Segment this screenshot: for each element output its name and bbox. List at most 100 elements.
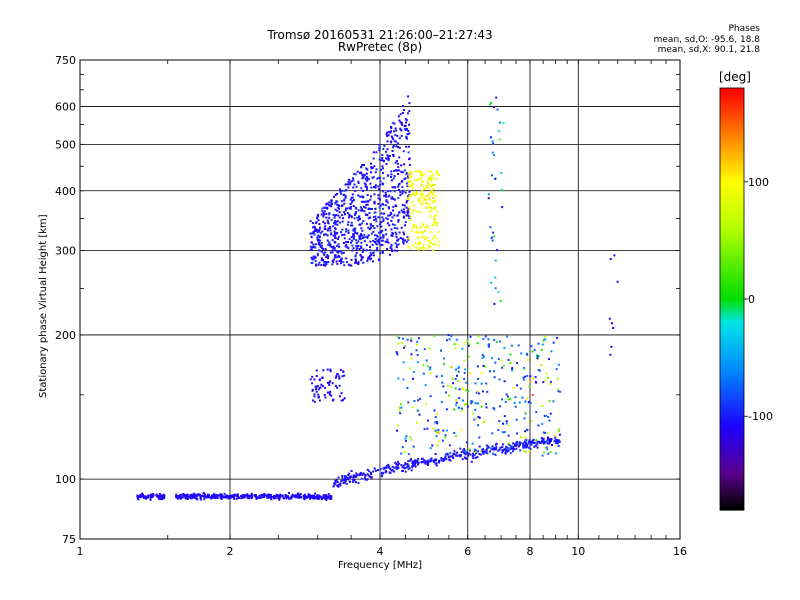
data-point bbox=[524, 400, 527, 403]
colorbar-segment bbox=[720, 380, 744, 384]
data-point bbox=[354, 260, 357, 263]
data-point bbox=[380, 239, 383, 242]
data-point bbox=[457, 367, 460, 369]
data-point bbox=[406, 463, 409, 465]
data-point bbox=[401, 189, 404, 192]
data-point bbox=[410, 353, 413, 356]
data-point bbox=[374, 217, 377, 220]
colorbar-segment bbox=[720, 175, 744, 180]
data-point bbox=[435, 214, 438, 217]
data-point bbox=[410, 184, 413, 187]
data-point bbox=[405, 214, 408, 217]
data-point bbox=[427, 178, 430, 181]
data-point bbox=[402, 215, 405, 218]
data-point bbox=[385, 133, 388, 136]
data-point bbox=[406, 128, 408, 130]
data-point bbox=[370, 167, 373, 170]
data-point bbox=[433, 460, 435, 463]
data-point bbox=[323, 495, 325, 498]
data-point bbox=[476, 402, 479, 405]
data-point bbox=[454, 377, 457, 380]
data-point bbox=[526, 428, 529, 431]
colorbar-segment bbox=[720, 187, 744, 192]
data-point bbox=[250, 492, 253, 495]
data-point bbox=[313, 497, 316, 500]
data-point bbox=[136, 497, 139, 499]
data-point bbox=[495, 446, 498, 449]
data-point bbox=[335, 375, 338, 378]
data-point bbox=[389, 190, 392, 193]
data-point bbox=[360, 241, 363, 244]
colorbar-segment bbox=[720, 247, 744, 252]
data-point bbox=[418, 211, 421, 213]
data-point bbox=[505, 420, 508, 423]
data-point bbox=[408, 217, 411, 219]
data-point bbox=[372, 151, 375, 154]
colorbar-segment bbox=[720, 341, 744, 345]
data-point bbox=[415, 225, 418, 228]
data-point bbox=[515, 444, 518, 447]
data-point bbox=[213, 493, 215, 496]
data-point bbox=[362, 189, 364, 192]
data-point bbox=[323, 254, 326, 256]
data-point bbox=[611, 322, 613, 325]
data-point bbox=[320, 264, 323, 266]
data-point bbox=[308, 496, 311, 499]
colorbar-segment bbox=[720, 470, 744, 475]
data-point bbox=[544, 338, 547, 341]
colorbar-segment bbox=[720, 335, 744, 339]
data-point bbox=[331, 239, 334, 242]
data-point bbox=[419, 241, 422, 244]
data-point bbox=[415, 246, 418, 249]
colorbar-segment bbox=[720, 232, 744, 237]
colorbar-segment bbox=[720, 323, 744, 327]
data-point bbox=[278, 498, 281, 501]
data-point bbox=[396, 227, 399, 230]
data-point bbox=[348, 238, 351, 241]
data-point bbox=[374, 208, 377, 210]
data-point bbox=[315, 375, 318, 377]
data-point bbox=[432, 173, 435, 176]
data-point bbox=[409, 193, 412, 196]
data-point bbox=[385, 150, 387, 153]
data-point bbox=[464, 368, 467, 371]
data-point bbox=[343, 479, 346, 482]
data-point bbox=[468, 355, 471, 358]
data-point bbox=[184, 494, 187, 496]
data-point bbox=[372, 254, 375, 257]
data-point bbox=[499, 446, 502, 449]
data-point bbox=[144, 495, 147, 498]
data-point bbox=[404, 463, 407, 466]
data-point bbox=[366, 176, 369, 179]
data-point bbox=[490, 101, 493, 104]
data-point bbox=[406, 210, 409, 212]
data-point bbox=[393, 227, 396, 229]
data-point bbox=[463, 456, 466, 459]
data-point bbox=[556, 337, 558, 339]
data-point bbox=[552, 400, 555, 403]
data-point bbox=[285, 497, 288, 500]
data-point bbox=[412, 194, 415, 197]
data-point bbox=[362, 200, 365, 203]
data-point bbox=[512, 386, 515, 389]
data-point bbox=[163, 494, 166, 497]
colorbar-tick-label: 0 bbox=[748, 293, 755, 306]
data-point bbox=[387, 155, 390, 158]
data-point bbox=[435, 375, 438, 378]
data-point bbox=[379, 177, 382, 179]
colorbar-segment bbox=[720, 151, 744, 155]
data-point bbox=[495, 447, 497, 450]
data-point bbox=[440, 459, 443, 462]
data-point bbox=[404, 239, 407, 242]
data-point bbox=[535, 439, 538, 441]
data-point bbox=[370, 254, 373, 257]
data-point bbox=[355, 472, 358, 475]
data-point bbox=[150, 493, 153, 496]
data-point bbox=[533, 348, 536, 351]
data-point bbox=[184, 497, 187, 500]
data-point bbox=[270, 497, 273, 499]
data-point bbox=[554, 442, 557, 445]
data-point bbox=[324, 264, 327, 267]
data-point bbox=[536, 443, 539, 446]
colorbar-segment bbox=[720, 91, 744, 95]
